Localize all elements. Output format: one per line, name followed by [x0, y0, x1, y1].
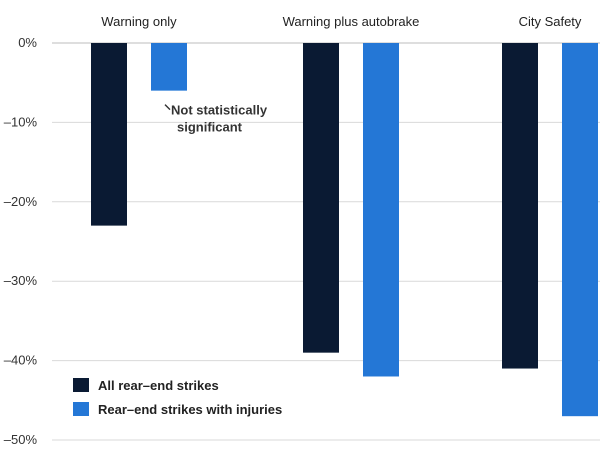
- bar: [502, 43, 538, 369]
- category-labels: Warning only Warning plus autobrake City S…: [101, 14, 582, 29]
- annotations: Not statistically significant: [164, 103, 268, 135]
- legend: All rear–end strikes Rear–end strikes wit…: [73, 378, 282, 417]
- legend-swatch: [73, 402, 89, 416]
- annotation-text: significant: [177, 120, 243, 135]
- bar: [303, 43, 339, 353]
- annotation-text: Not statistically: [171, 103, 268, 118]
- legend-swatch: [73, 378, 89, 392]
- bars: [91, 43, 598, 417]
- category-label: Warning only: [101, 14, 177, 29]
- bar: [91, 43, 127, 226]
- bar: [562, 43, 598, 417]
- y-tick-label: 0%: [18, 35, 37, 50]
- legend-label: Rear–end strikes with injuries: [98, 402, 282, 417]
- y-tick-label: –30%: [4, 273, 38, 288]
- category-label: City Safety: [519, 14, 582, 29]
- y-tick-label: –20%: [4, 194, 38, 209]
- y-tick-label: –50%: [4, 432, 38, 447]
- bar: [363, 43, 399, 377]
- category-label: Warning plus autobrake: [283, 14, 420, 29]
- y-tick-label: –40%: [4, 353, 38, 368]
- annotation-pointer: [164, 104, 171, 111]
- y-axis-tick-labels: 0% –10% –20% –30% –40% –50%: [4, 35, 38, 447]
- legend-label: All rear–end strikes: [98, 378, 219, 393]
- y-tick-label: –10%: [4, 114, 38, 129]
- bar: [151, 43, 187, 91]
